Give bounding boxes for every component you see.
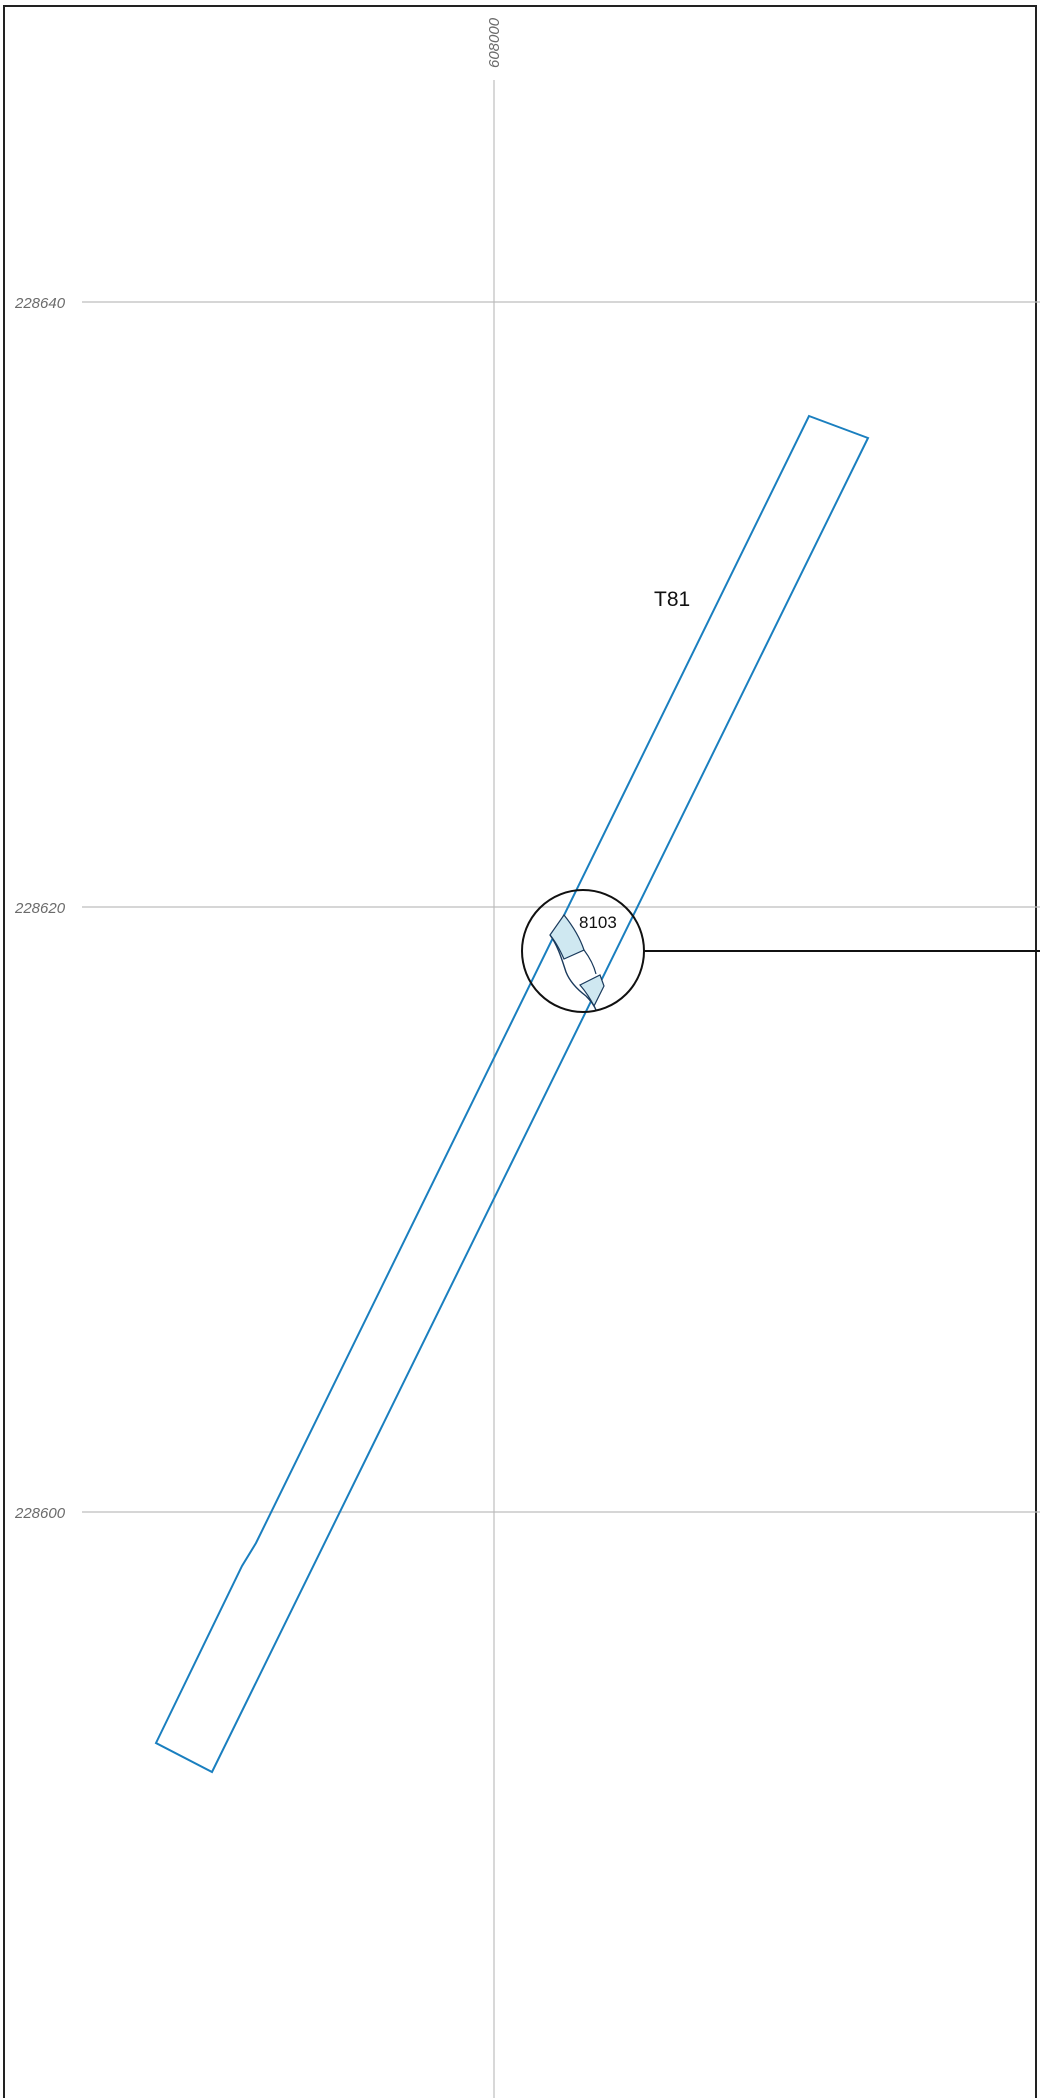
northing-label-228620: 228620 [14,900,66,917]
feature-fill-south [579,974,605,1008]
trench-label: T81 [654,588,690,611]
northing-label-228600: 228600 [14,1505,66,1522]
trench-outline [154,414,870,1774]
feature-id-label: 8103 [579,913,617,932]
feature-cut-edge-east [583,949,597,975]
feature-8103 [549,913,605,1011]
feature-cut-edge-west [549,934,597,1011]
map-border [3,5,1037,2098]
northing-label-228640: 228640 [14,295,66,312]
easting-label-608000: 608000 [486,17,503,68]
